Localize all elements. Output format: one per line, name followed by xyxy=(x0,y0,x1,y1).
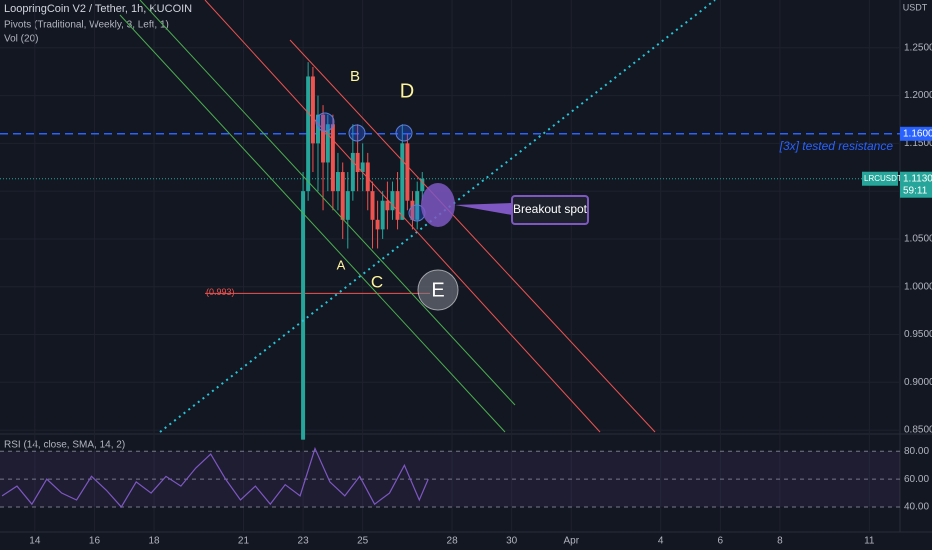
candle-body xyxy=(365,162,370,192)
candle-body xyxy=(360,162,365,173)
y-tick-label: 60.00 xyxy=(904,474,929,485)
candle-body xyxy=(355,152,360,173)
channel-line xyxy=(204,0,601,433)
y-tick-label: 40.00 xyxy=(904,502,929,513)
x-tick-label: 30 xyxy=(506,536,518,547)
candle-body xyxy=(330,124,335,192)
y-tick-label: 0.9000 xyxy=(904,377,932,388)
symbol-tag xyxy=(862,171,898,186)
price-tag xyxy=(900,171,932,198)
candle-body xyxy=(380,200,385,230)
rsi-line xyxy=(1,446,429,508)
drawings xyxy=(119,0,716,433)
candle-body xyxy=(345,191,350,220)
pivot-label: (0.993) xyxy=(206,287,235,297)
candle-body xyxy=(405,143,410,201)
channel-line xyxy=(289,39,656,433)
x-tick-label: 23 xyxy=(298,536,310,547)
annotation: B xyxy=(350,68,360,85)
candle-body xyxy=(335,172,340,192)
annotation: E xyxy=(431,279,444,301)
x-tick-label: 21 xyxy=(238,536,250,547)
callout-pointer xyxy=(455,203,512,215)
candle-body xyxy=(395,191,400,220)
candle-body xyxy=(375,219,380,230)
candle-body xyxy=(310,76,315,144)
x-tick-label: 16 xyxy=(89,536,101,547)
candle-body xyxy=(325,124,330,163)
y-tick-label: 1.2500 xyxy=(904,42,932,53)
candle-body xyxy=(315,114,320,144)
annotation: D xyxy=(400,80,414,102)
last-price-label: 1.1130 xyxy=(903,173,932,184)
breakout-ellipse xyxy=(421,183,455,227)
channel-line xyxy=(119,14,506,433)
candle-body xyxy=(370,191,375,220)
candle-body xyxy=(350,152,355,192)
indicator: Vol (20) xyxy=(4,34,38,45)
x-tick-label: 25 xyxy=(357,536,369,547)
x-tick-label: 4 xyxy=(658,536,664,547)
candle-body xyxy=(385,200,390,211)
test-circle xyxy=(395,124,413,142)
x-tick-label: 14 xyxy=(29,536,41,547)
title: LoopringCoin V2 / Tether, 1h, KUCOIN xyxy=(4,3,192,15)
x-tick-label: 11 xyxy=(864,536,875,547)
x-tick-label: Apr xyxy=(564,536,580,547)
annotation: C xyxy=(371,272,383,291)
y-tick-label: 0.9500 xyxy=(904,329,932,340)
y-tick-label: 1.1500 xyxy=(904,138,932,149)
test-circle xyxy=(315,112,335,132)
candle-body xyxy=(420,178,425,192)
candle-body xyxy=(400,143,405,220)
candle-body xyxy=(306,76,311,192)
rsi-band xyxy=(0,451,900,507)
y-tick-label: 0.8500 xyxy=(904,425,932,436)
candle-body xyxy=(321,114,326,163)
test-circle xyxy=(348,124,366,142)
candle-body xyxy=(390,191,395,211)
x-tick-label: 18 xyxy=(149,536,161,547)
resistance-label: 1.1600 xyxy=(903,128,932,139)
y-tick-label: 1.2000 xyxy=(904,90,932,101)
x-tick-label: 6 xyxy=(718,536,724,547)
e-circle xyxy=(417,269,459,311)
candle-body xyxy=(301,191,306,440)
symbol-label: LRCUSDT xyxy=(864,174,902,183)
annotation: A xyxy=(337,257,346,272)
candle-body xyxy=(410,200,415,220)
resistance-tag xyxy=(900,126,932,141)
currency: USDT xyxy=(903,2,928,12)
rsi-title: RSI (14, close, SMA, 14, 2) xyxy=(4,440,125,451)
indicator: Pivots (Traditional, Weekly, 3, Left, 1) xyxy=(4,20,169,31)
countdown: 59:11 xyxy=(903,185,928,196)
y-tick-label: 1.0000 xyxy=(904,281,932,292)
y-tick-label: 1.0500 xyxy=(904,234,932,245)
x-tick-label: 8 xyxy=(777,536,783,547)
x-tick-label: 28 xyxy=(447,536,459,547)
callout-box xyxy=(511,195,589,225)
resistance-text: [3x] tested resistance xyxy=(779,139,894,153)
annotation: Breakout spot xyxy=(513,202,588,216)
y-tick-label: 80.00 xyxy=(904,446,929,457)
candle-body xyxy=(340,172,345,220)
channel-line xyxy=(139,0,516,406)
